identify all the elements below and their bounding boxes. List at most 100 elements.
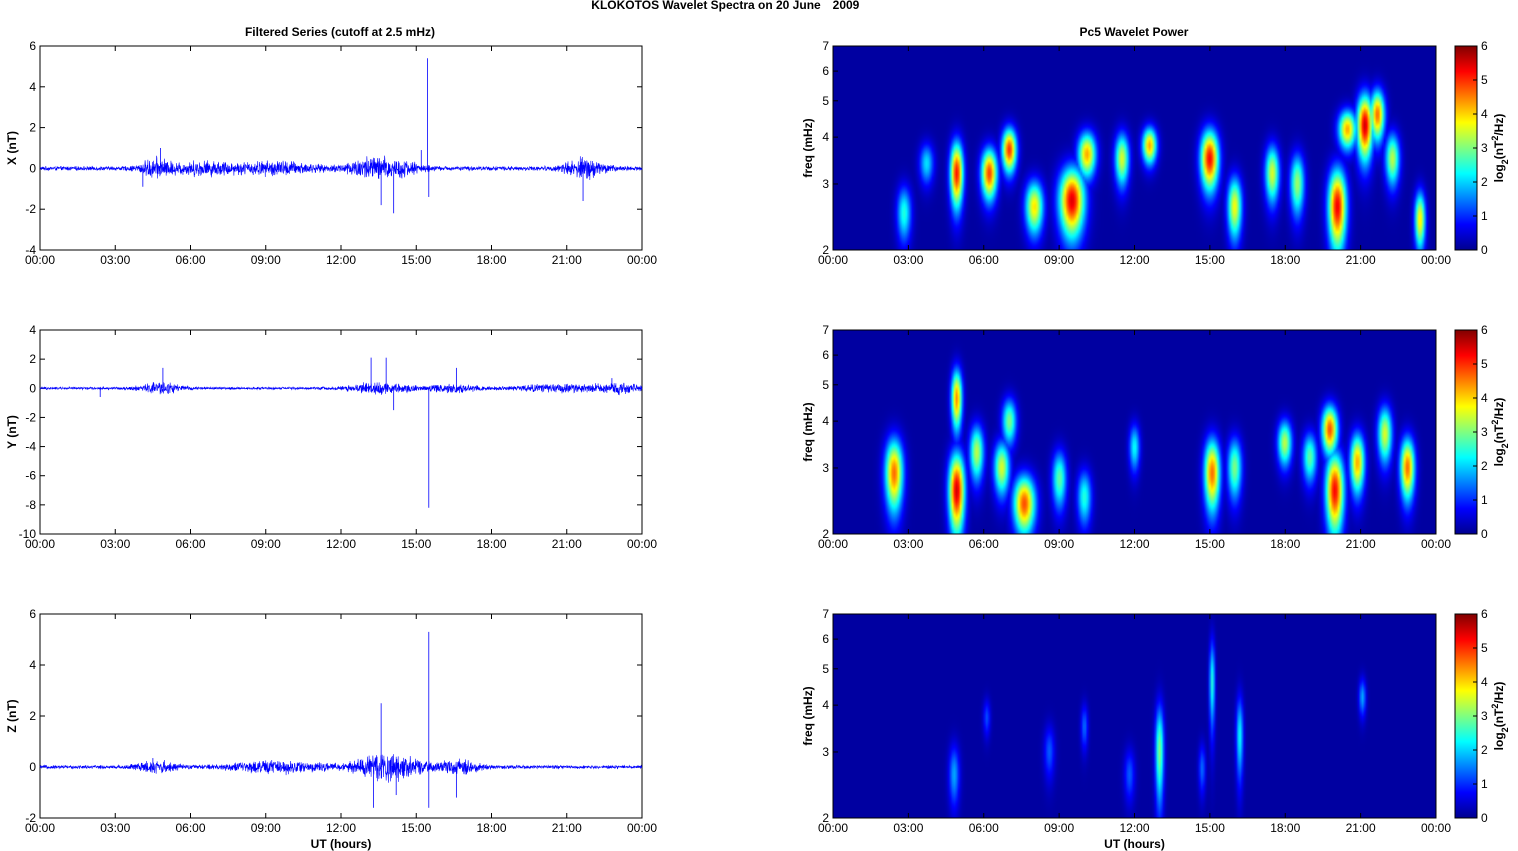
colorbar-tick-label: 3: [1481, 709, 1488, 723]
colorbar-label: log2(nT2/Hz): [1490, 398, 1510, 467]
wavelet-xtick-label: 06:00: [969, 537, 999, 551]
series-ytick-label: 2: [29, 352, 36, 366]
series-ytick-label: -2: [25, 202, 36, 216]
series-xtick-label: 06:00: [175, 253, 205, 267]
series-axes-frame: [39, 613, 643, 819]
wavelet-ytick-label: 5: [822, 94, 829, 108]
series-xtick-label: 03:00: [100, 821, 130, 835]
wavelet-xtick-label: 09:00: [1044, 821, 1074, 835]
colorbar-tick-label: 5: [1481, 357, 1488, 371]
wavelet-xtick-label: 00:00: [1421, 821, 1451, 835]
figure-suptitle-year: 2009: [833, 0, 860, 12]
wavelet-xtick-label: 03:00: [893, 253, 923, 267]
wavelet-xtick-label: 00:00: [818, 821, 848, 835]
series-xtick-label: 21:00: [552, 537, 582, 551]
series-xtick-label: 00:00: [627, 253, 657, 267]
colorbar-tick-label: 6: [1481, 607, 1488, 621]
wavelet-ytick-label: 4: [822, 130, 829, 144]
wavelet-xtick-label: 15:00: [1195, 537, 1225, 551]
series-xtick-label: 09:00: [251, 253, 281, 267]
series-ytick-label: 2: [29, 709, 36, 723]
series-xtick-label: 00:00: [627, 537, 657, 551]
series-ytick-label: 2: [29, 121, 36, 135]
left-column-title: Filtered Series (cutoff at 2.5 mHz): [245, 25, 435, 39]
series-ytick-label: -2: [25, 811, 36, 825]
series-xtick-label: 00:00: [25, 821, 55, 835]
wavelet-xtick-label: 12:00: [1119, 821, 1149, 835]
colorbar-tick-label: 4: [1481, 391, 1488, 405]
series-xtick-label: 06:00: [175, 537, 205, 551]
wavelet-xtick-label: 09:00: [1044, 537, 1074, 551]
wavelet-ylabel: freq (mHz): [801, 686, 815, 745]
series-axes-frame: [39, 329, 643, 535]
colorbar-tick-label: 2: [1481, 459, 1488, 473]
wavelet-panel-3: 2 3 4 5 6 7 freq (mHz) 00:00 03:00 06:00 09:00 12:0…: [801, 607, 1451, 851]
wavelet-xtick-label: 00:00: [1421, 537, 1451, 551]
wavelet-xtick-label: 18:00: [1270, 253, 1300, 267]
colorbar-label-part: log: [1492, 164, 1506, 182]
colorbar-tick-label: 6: [1481, 39, 1488, 53]
wavelet-ytick-label: 2: [822, 527, 829, 541]
wavelet-ytick-label: 3: [822, 461, 829, 475]
wavelet-xtick-label: 12:00: [1119, 537, 1149, 551]
wavelet-xtick-label: 21:00: [1346, 821, 1376, 835]
series-xtick-label: 00:00: [25, 253, 55, 267]
wavelet-panel-2: 2 3 4 5 6 7 freq (mHz) 00:00 03:00 06:00 09:00 12:0…: [801, 323, 1451, 551]
series-ytick-label: 4: [29, 323, 36, 337]
series-xtick-label: 12:00: [326, 537, 356, 551]
wavelet-ytick-label: 2: [822, 811, 829, 825]
colorbar-tick-label: 2: [1481, 743, 1488, 757]
wavelet-xtick-label: 09:00: [1044, 253, 1074, 267]
series-ytick-label: 6: [29, 607, 36, 621]
series-xtick-label: 12:00: [326, 821, 356, 835]
wavelet-xtick-label: 06:00: [969, 253, 999, 267]
series-ytick-label: -2: [25, 410, 36, 424]
series-axes-frame: [39, 45, 643, 251]
series-xtick-label: 15:00: [401, 821, 431, 835]
colorbar-label-part: (nT: [1492, 708, 1506, 727]
series-ytick-label: -8: [25, 498, 36, 512]
series-trace: [39, 381, 643, 396]
wavelet-heatmap-image: [833, 614, 1436, 818]
colorbar-tick-label: 3: [1481, 425, 1488, 439]
series-xtick-label: 00:00: [25, 537, 55, 551]
wavelet-xtick-label: 06:00: [969, 821, 999, 835]
wavelet-ytick-label: 5: [822, 378, 829, 392]
wavelet-xtick-label: 18:00: [1270, 821, 1300, 835]
wavelet-heatmap-image: [833, 46, 1436, 250]
colorbar-label: log2(nT2/Hz): [1490, 114, 1510, 183]
colorbar-tick-label: 0: [1481, 527, 1488, 541]
colorbar-label-part: 2: [1490, 136, 1500, 141]
figure-suptitle: KLOKOTOS Wavelet Spectra on 20 June: [591, 0, 821, 12]
wavelet-ytick-label: 7: [822, 39, 829, 53]
series-ytick-label: -6: [25, 469, 36, 483]
colorbar-tick-label: 5: [1481, 641, 1488, 655]
wavelet-ylabel: freq (mHz): [801, 402, 815, 461]
series-xtick-label: 15:00: [401, 253, 431, 267]
colorbar-label-part: 2: [1500, 727, 1510, 732]
wavelet-xtick-label: 00:00: [818, 537, 848, 551]
series-xtick-label: 03:00: [100, 253, 130, 267]
wavelet-xtick-label: 18:00: [1270, 537, 1300, 551]
wavelet-ytick-label: 3: [822, 177, 829, 191]
series-xtick-label: 18:00: [476, 253, 506, 267]
wavelet-panel-1: 2 3 4 5 6 7 freq (mHz) 00:00 03:00 06:00 09:00 12:0…: [801, 39, 1451, 267]
series-ytick-label: 0: [29, 161, 36, 175]
colorbar-label-part: /Hz): [1492, 682, 1506, 704]
wavelet-xlabel: UT (hours): [1104, 837, 1165, 851]
series-ylabel: X (nT): [5, 131, 19, 165]
colorbar-label-part: log: [1492, 732, 1506, 750]
wavelet-ylabel: freq (mHz): [801, 118, 815, 177]
series-ytick-label: 0: [29, 760, 36, 774]
series-ytick-label: 4: [29, 80, 36, 94]
series-ytick-label: 6: [29, 39, 36, 53]
colorbar-label-part: 2: [1500, 159, 1510, 164]
wavelet-xtick-label: 12:00: [1119, 253, 1149, 267]
series-xtick-label: 18:00: [476, 821, 506, 835]
colorbar-tick-label: 3: [1481, 141, 1488, 155]
colorbar-label-part: /Hz): [1492, 398, 1506, 420]
series-ytick-label: -4: [25, 440, 36, 454]
